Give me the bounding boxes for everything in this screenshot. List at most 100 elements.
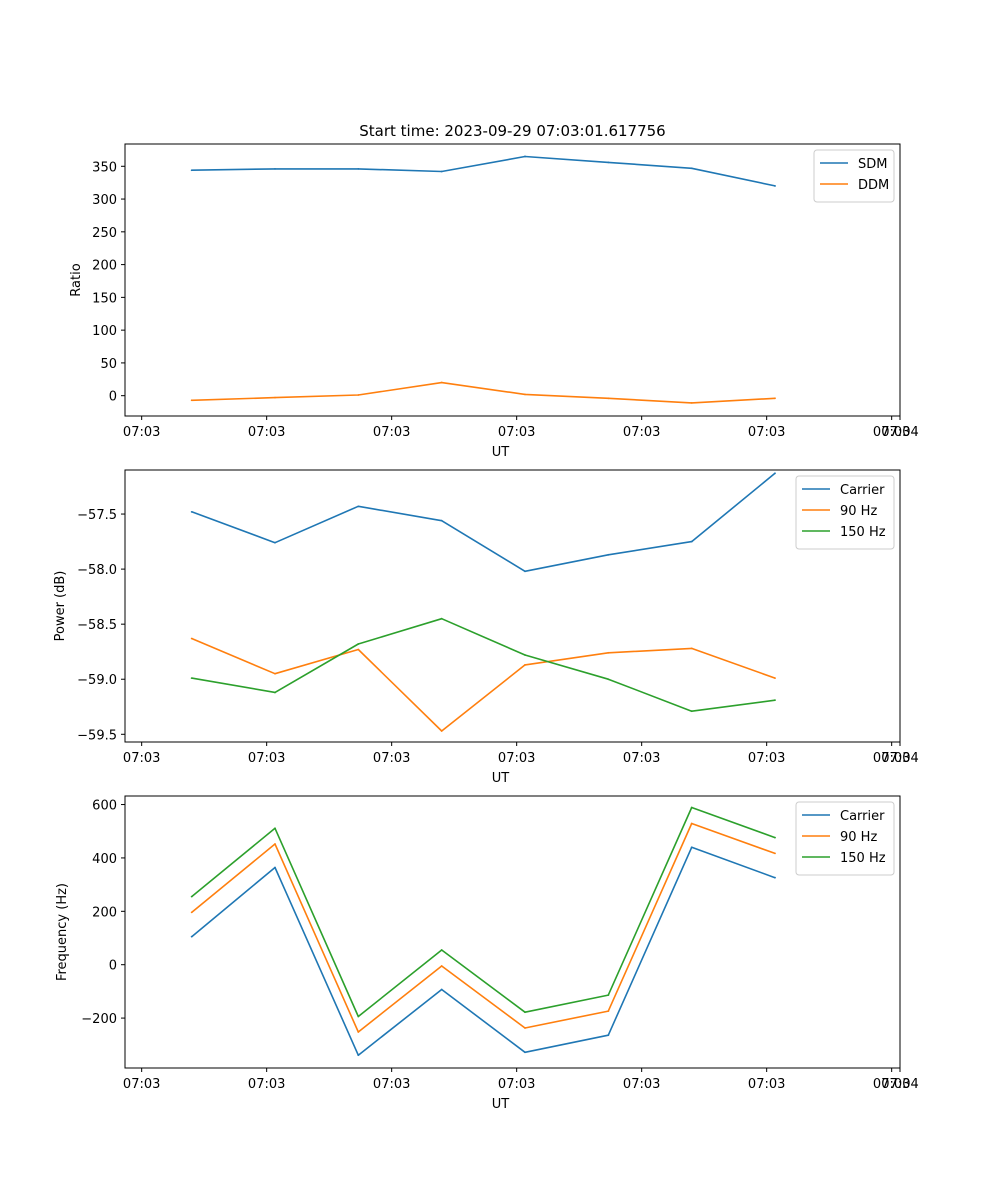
power-data-point-90hz	[524, 664, 526, 666]
frequency-data-point-150hz	[190, 895, 193, 898]
power-data-point-150hz	[274, 691, 276, 694]
power-data-point-150hz	[607, 678, 610, 681]
frequency-data-point-90hz	[357, 1031, 360, 1033]
power-legend-label-90hz: 90 Hz	[840, 504, 877, 519]
power-series-line-150hz	[191, 617, 776, 713]
frequency-legend: Carrier 90 Hz 150 Hz	[795, 801, 895, 876]
power-data-point-carrier	[774, 472, 776, 475]
power-legend-label-carrier: Carrier	[840, 483, 885, 498]
ratio-data-point-sdm	[274, 168, 276, 170]
power-data-point-carrier	[190, 510, 193, 513]
ratio-x-tick-label: 07:03	[498, 425, 535, 440]
frequency-x-axis-label: UT	[492, 1097, 510, 1112]
ratio-series-line-sdm	[191, 155, 776, 187]
power-data-point-90hz	[690, 647, 693, 650]
frequency-data-point-90hz	[774, 852, 776, 855]
power-x-tick-label: 07:03	[373, 751, 410, 766]
frequency-x-tick-label: 07:03	[123, 1077, 160, 1092]
power-y-tick-label: −57.5	[77, 508, 117, 523]
frequency-y-tick-label: 400	[92, 852, 117, 867]
power-data-point-90hz	[274, 672, 276, 675]
frequency-data-point-carrier	[690, 846, 693, 849]
ratio-data-point-sdm	[607, 161, 610, 164]
ratio-data-point-ddm	[774, 397, 776, 400]
frequency-data-point-150hz	[524, 1011, 526, 1014]
frequency-data-point-carrier	[190, 935, 193, 938]
ratio-axes-frame	[124, 143, 901, 417]
frequency-series-line-150hz	[191, 806, 776, 1018]
ratio-x-tick-label: 07:03	[373, 425, 410, 440]
frequency-data-point-carrier	[440, 988, 443, 991]
ratio-data-point-ddm	[357, 394, 360, 396]
power-data-point-90hz	[607, 651, 610, 654]
ratio-data-point-ddm	[190, 399, 193, 402]
ratio-data-point-ddm	[524, 393, 526, 396]
power-x-tick-label: 07:03	[123, 751, 160, 766]
frequency-y-tick-label: 0	[109, 959, 117, 974]
power-y-tick-label: −59.5	[77, 728, 117, 743]
ratio-data-point-sdm	[190, 169, 193, 172]
frequency-series-line-carrier	[191, 846, 776, 1056]
ratio-data-point-sdm	[690, 167, 693, 170]
chart-frequency: 07:03 07:03 07:03 07:03 07:03 07:03 07:0307:04…	[55, 795, 919, 1112]
frequency-y-tick-label: −200	[81, 1012, 117, 1027]
ratio-x-tick-label: 07:03	[873, 425, 910, 440]
power-series-line-carrier	[191, 472, 776, 573]
power-data-point-90hz	[190, 637, 193, 640]
ratio-data-point-sdm	[357, 168, 360, 170]
chart-power: 07:03 07:03 07:03 07:03 07:03 07:03 07:0307:04…	[53, 469, 919, 786]
frequency-data-point-90hz	[440, 965, 443, 967]
ratio-data-point-sdm	[524, 155, 526, 158]
power-data-point-carrier	[357, 505, 360, 508]
ratio-y-tick-label: 0	[109, 390, 117, 405]
frequency-data-point-150hz	[607, 994, 610, 997]
frequency-series-line-90hz	[191, 822, 776, 1033]
frequency-legend-label-150hz: 150 Hz	[840, 851, 886, 866]
power-data-point-150hz	[774, 699, 776, 702]
ratio-data-point-ddm	[607, 397, 610, 400]
frequency-data-point-90hz	[607, 1010, 610, 1013]
ratio-y-tick-label: 250	[92, 226, 117, 241]
ratio-y-tick-label: 50	[100, 357, 117, 372]
power-y-tick-label: −59.0	[77, 673, 117, 688]
power-y-axis-label: Power (dB)	[53, 571, 68, 642]
ratio-x-tick-label: 07:03	[123, 425, 160, 440]
ratio-y-tick-label: 300	[92, 193, 117, 208]
power-axes-frame	[124, 469, 901, 743]
ratio-series-line-ddm	[191, 381, 776, 404]
frequency-data-point-carrier	[774, 876, 776, 879]
frequency-data-point-90hz	[524, 1027, 526, 1029]
frequency-data-point-150hz	[274, 827, 276, 830]
ratio-x-tick-label: 07:04	[881, 425, 918, 440]
frequency-x-tick-label: 07:03	[248, 1077, 285, 1092]
power-data-point-carrier	[524, 570, 526, 573]
ratio-legend-label-sdm: SDM	[858, 157, 887, 172]
ratio-y-axis-label: Ratio	[69, 263, 84, 296]
power-x-tick-label: 07:03	[498, 751, 535, 766]
ratio-y-tick-label: 200	[92, 259, 117, 274]
power-data-point-carrier	[440, 519, 443, 522]
power-series-line-90hz	[191, 637, 776, 732]
figure-title: Start time: 2023-09-29 07:03:01.617756	[359, 122, 665, 140]
ratio-data-point-ddm	[440, 381, 443, 384]
frequency-x-tick-label: 07:03	[373, 1077, 410, 1092]
frequency-legend-label-carrier: Carrier	[840, 809, 885, 824]
frequency-x-tick-label: 07:04	[881, 1077, 918, 1092]
ratio-x-axis-label: UT	[492, 445, 510, 460]
power-data-point-150hz	[190, 677, 193, 680]
ratio-x-tick-label: 07:03	[248, 425, 285, 440]
power-legend: Carrier 90 Hz 150 Hz	[795, 475, 895, 550]
frequency-y-tick-label: 600	[92, 799, 117, 814]
frequency-data-point-carrier	[607, 1034, 610, 1037]
ratio-data-point-sdm	[440, 170, 443, 173]
frequency-y-axis-label: Frequency (Hz)	[55, 883, 70, 981]
ratio-y-tick-label: 350	[92, 160, 117, 175]
chart-ratio: 07:03 07:03 07:03 07:03 07:03 07:03 07:0307:04…	[69, 143, 919, 460]
ratio-data-point-ddm	[274, 396, 276, 399]
power-x-tick-label: 07:03	[248, 751, 285, 766]
power-data-point-150hz	[357, 643, 360, 645]
power-data-point-90hz	[440, 730, 443, 732]
frequency-data-point-90hz	[274, 843, 276, 845]
power-y-tick-label: −58.0	[77, 563, 117, 578]
ratio-x-tick-label: 07:03	[748, 425, 785, 440]
